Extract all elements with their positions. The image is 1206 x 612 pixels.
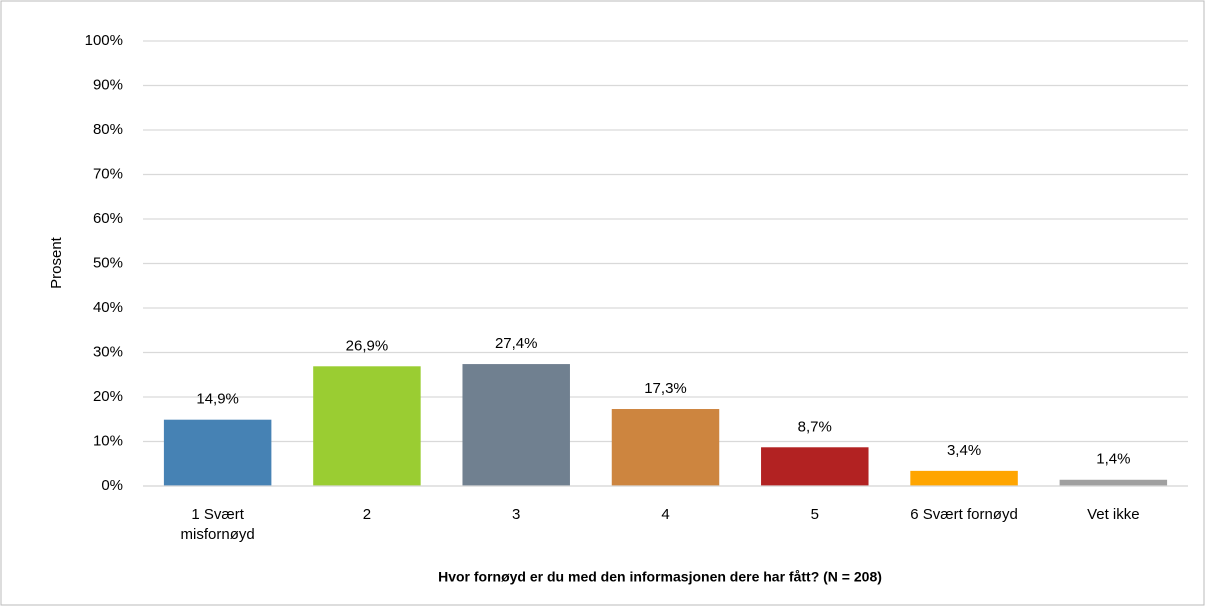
x-axis-label: Hvor fornøyd er du med den informasjonen… <box>438 569 882 585</box>
y-tick-label: 70% <box>93 165 123 182</box>
data-label: 27,4% <box>495 335 538 352</box>
data-label: 14,9% <box>196 391 239 408</box>
x-tick-label: 4 <box>661 506 670 523</box>
data-label: 17,3% <box>644 380 687 397</box>
bar <box>910 470 1018 486</box>
x-tick-label: 6 Svært fornøyd <box>910 506 1018 523</box>
y-axis-label: Prosent <box>48 236 65 289</box>
y-tick-label: 60% <box>93 210 123 227</box>
bar <box>761 447 869 486</box>
bar <box>1059 479 1168 486</box>
y-tick-label: 90% <box>93 76 123 93</box>
y-tick-label: 100% <box>85 32 123 49</box>
data-label: 8,7% <box>798 418 832 435</box>
bar <box>163 419 272 486</box>
y-tick-label: 80% <box>93 121 123 138</box>
x-tick-label: 1 Svært misfornøyd <box>180 506 255 543</box>
x-tick-label: 3 <box>512 506 521 523</box>
y-tick-label: 40% <box>93 299 123 316</box>
y-tick-label: 30% <box>93 343 123 360</box>
x-tick-label: Vet ikke <box>1087 506 1140 523</box>
bar <box>462 364 570 486</box>
data-label: 3,4% <box>947 442 981 459</box>
x-tick-label: 5 <box>810 506 819 523</box>
bar <box>611 409 720 486</box>
bar <box>313 366 421 486</box>
y-tick-label: 20% <box>93 388 123 405</box>
data-label: 1,4% <box>1096 451 1130 468</box>
y-tick-label: 50% <box>93 254 123 271</box>
y-tick-label: 0% <box>101 477 123 494</box>
y-tick-label: 10% <box>93 432 123 449</box>
x-tick-label: 2 <box>362 506 372 523</box>
data-label: 26,9% <box>346 337 389 354</box>
